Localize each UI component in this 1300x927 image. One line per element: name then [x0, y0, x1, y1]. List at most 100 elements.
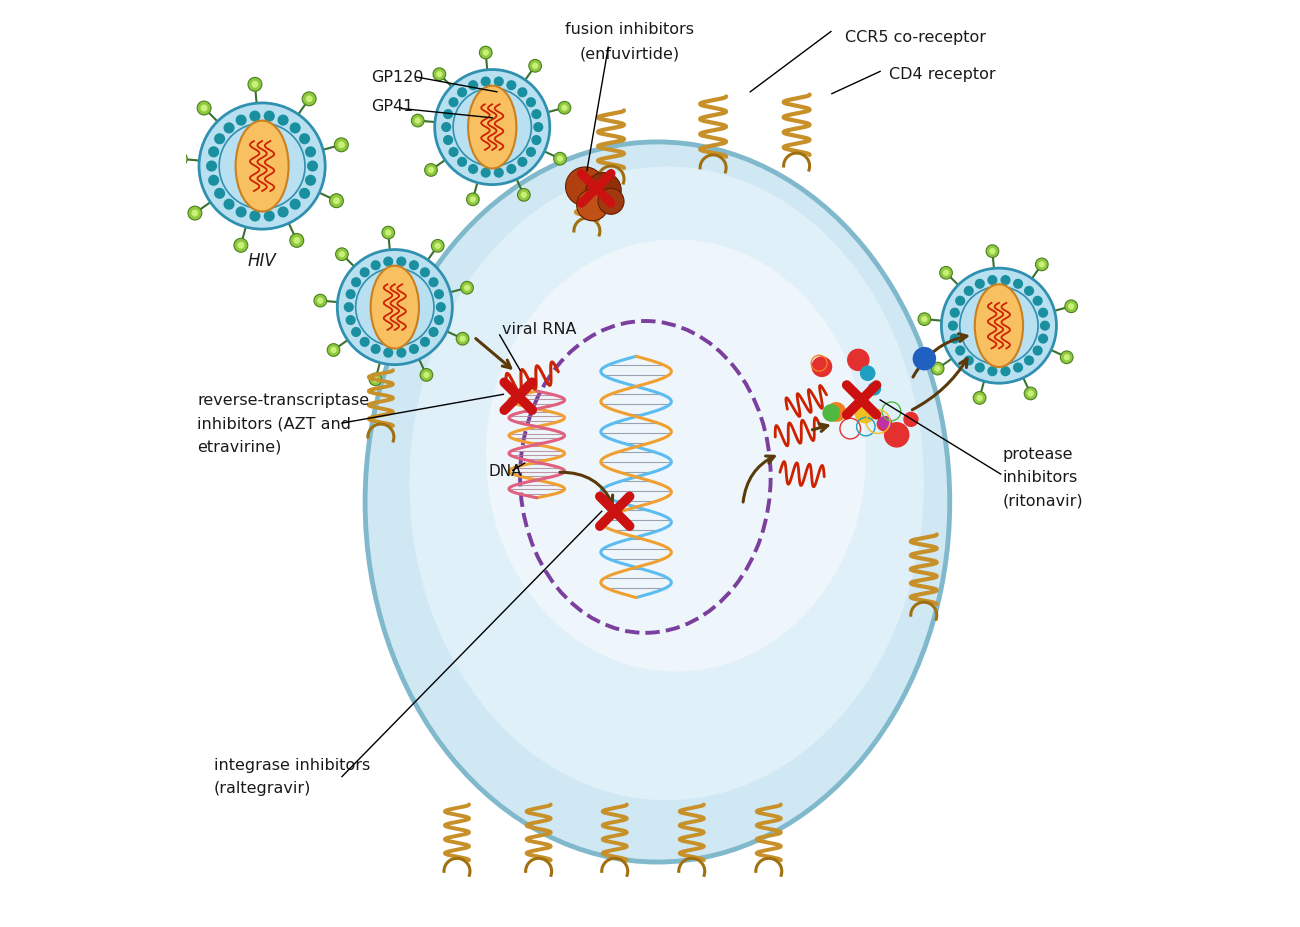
Circle shape — [922, 317, 928, 323]
Text: DNA: DNA — [489, 464, 523, 478]
Ellipse shape — [370, 266, 419, 349]
Circle shape — [369, 374, 382, 387]
Circle shape — [208, 175, 220, 186]
Circle shape — [337, 250, 452, 365]
Circle shape — [198, 102, 211, 116]
Text: HIV: HIV — [248, 252, 277, 270]
Circle shape — [1239, 108, 1249, 120]
Circle shape — [1260, 90, 1270, 101]
Circle shape — [437, 72, 442, 78]
Circle shape — [317, 298, 324, 304]
Ellipse shape — [975, 285, 1023, 368]
Circle shape — [859, 366, 875, 382]
Circle shape — [396, 257, 407, 267]
Circle shape — [903, 413, 919, 427]
Circle shape — [1027, 391, 1034, 397]
Circle shape — [506, 165, 516, 175]
Circle shape — [434, 244, 441, 249]
Circle shape — [963, 356, 974, 366]
Circle shape — [562, 106, 568, 112]
Circle shape — [460, 282, 473, 295]
Circle shape — [469, 197, 476, 203]
Circle shape — [448, 98, 459, 108]
Circle shape — [372, 376, 378, 383]
Circle shape — [264, 211, 274, 222]
Circle shape — [396, 349, 407, 359]
Circle shape — [506, 81, 516, 91]
Ellipse shape — [410, 168, 924, 800]
Circle shape — [360, 337, 369, 348]
Circle shape — [940, 267, 953, 280]
Circle shape — [238, 243, 244, 249]
Ellipse shape — [486, 240, 866, 672]
Text: reverse-transcriptase: reverse-transcriptase — [198, 393, 369, 408]
Circle shape — [177, 157, 183, 163]
Circle shape — [517, 189, 530, 202]
Circle shape — [987, 367, 997, 377]
Circle shape — [370, 260, 381, 271]
Text: (raltegravir): (raltegravir) — [213, 781, 311, 795]
Circle shape — [586, 173, 621, 209]
Circle shape — [1037, 335, 1048, 344]
Circle shape — [577, 190, 608, 222]
Circle shape — [248, 78, 261, 92]
Circle shape — [411, 115, 424, 128]
Circle shape — [1275, 57, 1282, 64]
Circle shape — [884, 423, 910, 448]
Ellipse shape — [365, 143, 950, 862]
Circle shape — [529, 60, 542, 73]
Circle shape — [532, 64, 538, 70]
Circle shape — [173, 153, 187, 167]
Circle shape — [443, 110, 454, 120]
Circle shape — [480, 47, 491, 60]
Circle shape — [382, 227, 395, 240]
Circle shape — [234, 239, 248, 253]
Circle shape — [975, 279, 985, 289]
Circle shape — [434, 316, 445, 325]
Circle shape — [384, 257, 394, 267]
Circle shape — [481, 77, 491, 87]
Circle shape — [1024, 286, 1034, 297]
Text: (ritonavir): (ritonavir) — [1002, 493, 1083, 508]
Circle shape — [428, 168, 434, 174]
Circle shape — [410, 345, 419, 355]
Circle shape — [370, 345, 381, 355]
Circle shape — [339, 252, 344, 258]
Circle shape — [1001, 275, 1010, 286]
Text: fusion inhibitors: fusion inhibitors — [566, 22, 694, 37]
Circle shape — [1225, 81, 1232, 87]
Circle shape — [989, 248, 996, 255]
Circle shape — [459, 337, 465, 342]
Circle shape — [1260, 181, 1270, 192]
Circle shape — [329, 195, 343, 209]
Circle shape — [1201, 131, 1209, 137]
Circle shape — [1271, 54, 1286, 68]
Circle shape — [1248, 98, 1258, 108]
Circle shape — [1213, 181, 1226, 194]
Circle shape — [188, 207, 202, 221]
Text: GP41: GP41 — [372, 99, 413, 114]
Circle shape — [464, 286, 471, 292]
Circle shape — [468, 81, 478, 91]
Circle shape — [931, 362, 944, 375]
Circle shape — [443, 136, 454, 146]
Circle shape — [346, 316, 356, 325]
Circle shape — [360, 268, 369, 278]
Circle shape — [429, 327, 438, 337]
Text: CCR5 co-receptor: CCR5 co-receptor — [845, 30, 985, 44]
Text: etravirine): etravirine) — [198, 439, 282, 454]
Circle shape — [1001, 367, 1010, 377]
Circle shape — [1239, 162, 1249, 173]
Text: inhibitors: inhibitors — [1002, 470, 1078, 485]
Circle shape — [385, 230, 391, 236]
Circle shape — [335, 248, 348, 261]
Circle shape — [1199, 127, 1212, 141]
Circle shape — [827, 402, 846, 423]
Circle shape — [1216, 184, 1223, 191]
Text: inhibitors (AZT and: inhibitors (AZT and — [198, 416, 351, 431]
Circle shape — [290, 199, 300, 210]
Circle shape — [277, 116, 289, 127]
Circle shape — [338, 142, 344, 149]
Circle shape — [251, 82, 259, 89]
Circle shape — [811, 357, 832, 377]
